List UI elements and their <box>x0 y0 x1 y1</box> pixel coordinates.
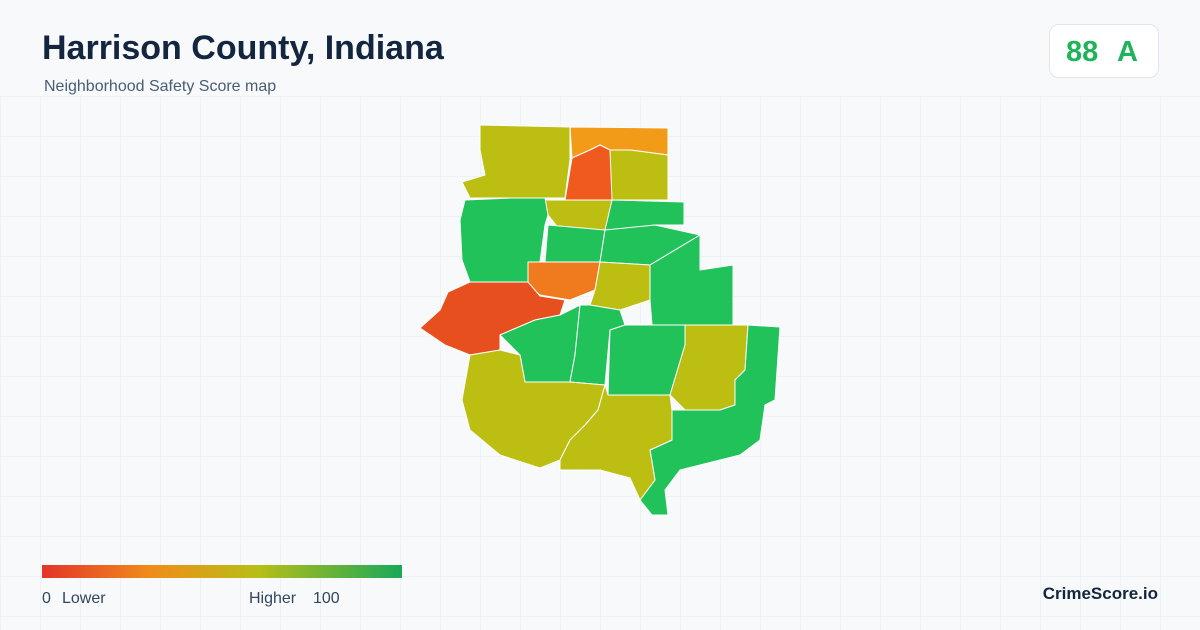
county-map <box>419 124 781 516</box>
title: Harrison County, Indiana <box>42 29 445 67</box>
subtitle: Neighborhood Safety Score map <box>44 78 276 95</box>
brand: CrimeScore.io <box>1043 584 1158 603</box>
region <box>609 149 669 201</box>
region <box>604 199 685 231</box>
region <box>544 224 606 263</box>
score-value: 88 <box>1066 36 1098 68</box>
legend-gradient <box>42 565 402 578</box>
region <box>639 324 781 516</box>
legend-min-label: Lower <box>62 590 106 607</box>
legend-max-label: Higher <box>249 590 297 607</box>
score-grade: A <box>1117 36 1138 68</box>
score-badge <box>1049 24 1159 78</box>
region <box>559 384 673 501</box>
region <box>589 261 651 311</box>
legend-max: 100 <box>313 590 340 607</box>
legend-min: 0 <box>42 590 51 607</box>
region <box>419 281 566 356</box>
